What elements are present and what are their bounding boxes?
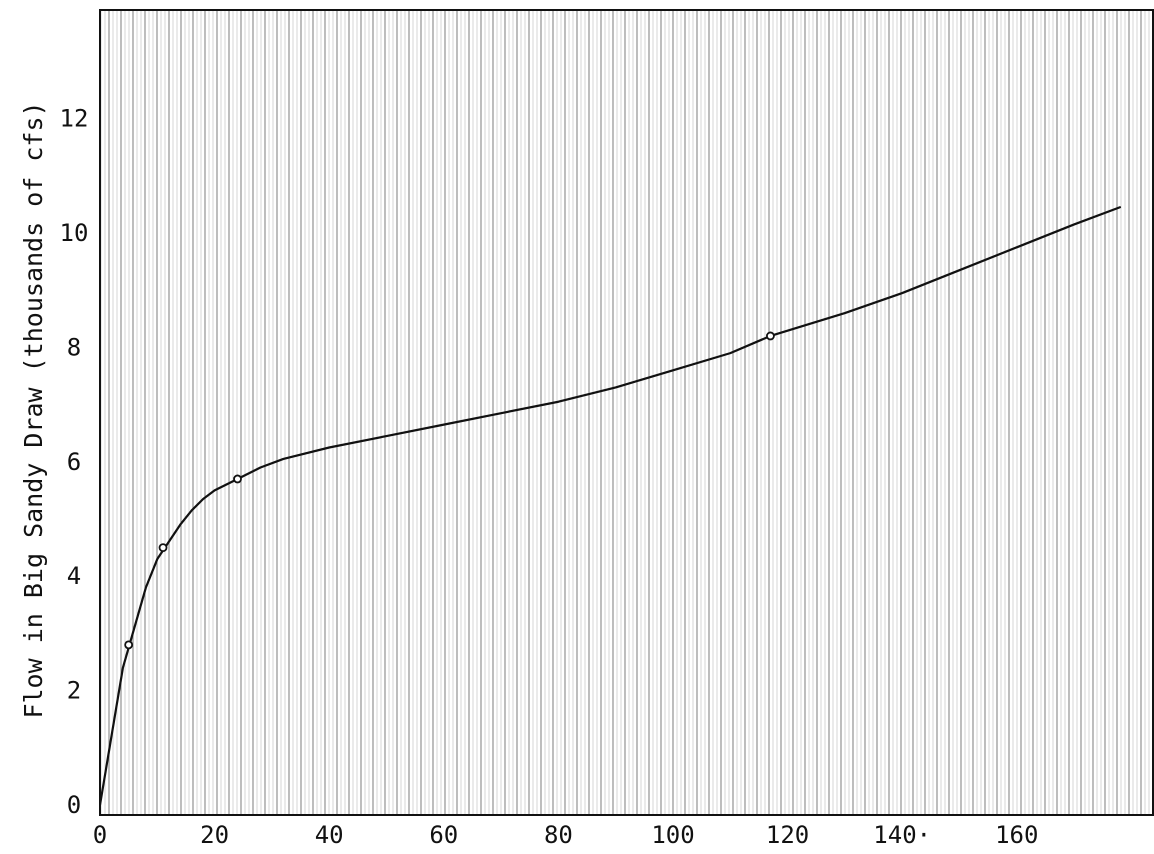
x-tick-label: 60 [429,821,458,849]
x-tick-label: 120 [766,821,809,849]
data-point-marker [158,543,168,552]
y-axis-ticks: 0 2 4 6 8 10 12 [60,105,89,819]
y-tick-label: 8 [67,333,81,361]
plot-frame [99,9,1154,816]
x-axis-ticks: 0 20 40 60 80 100 120 140· 160 [93,821,1039,849]
data-point-marker [233,474,242,484]
series-line [100,206,1122,807]
series-layer [100,206,1122,807]
x-tick-label: 100 [651,821,694,849]
plot-hatching [100,10,1150,815]
y-tick-label: 2 [67,677,81,705]
y-tick-label: 4 [67,562,81,590]
data-point-marker [124,640,134,650]
y-axis-title: Flow in Big Sandy Draw (thousands of cfs… [19,101,48,718]
marker-layer [124,331,775,650]
y-tick-label: 12 [60,105,89,133]
x-tick-label: 20 [200,821,229,849]
data-point-marker [766,331,775,341]
x-tick-label: 0 [93,821,107,849]
x-tick-label: 80 [544,821,573,849]
x-tick-label: 40 [315,821,344,849]
x-tick-label: 140· [873,821,931,849]
y-tick-label: 10 [60,219,89,247]
y-tick-label: 6 [67,448,81,476]
x-tick-label: 160 [995,821,1038,849]
y-tick-label: 0 [67,791,81,819]
